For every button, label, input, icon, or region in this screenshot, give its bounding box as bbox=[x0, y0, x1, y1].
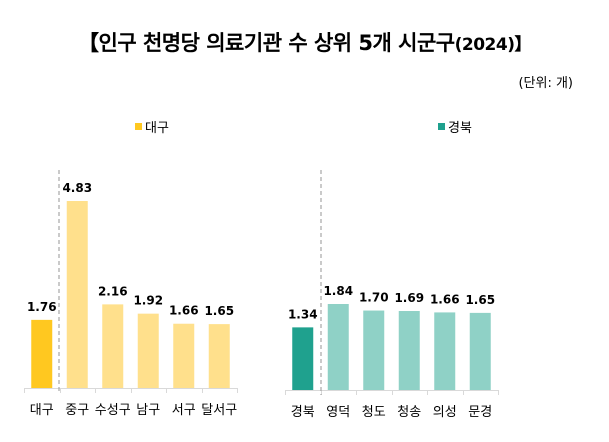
data-label: 1.66 bbox=[169, 304, 199, 318]
category-label: 문경 bbox=[468, 405, 492, 420]
bar-의성 bbox=[434, 312, 456, 390]
category-label: 의성 bbox=[433, 405, 457, 420]
category-label: 청송 bbox=[397, 405, 421, 420]
bar-영덕 bbox=[327, 304, 349, 390]
data-label: 2.16 bbox=[98, 284, 128, 298]
data-label: 1.84 bbox=[323, 284, 353, 298]
data-label: 1.34 bbox=[288, 307, 318, 321]
category-label: 남구 bbox=[136, 403, 160, 418]
data-label: 1.65 bbox=[465, 293, 495, 307]
bar-남구 bbox=[137, 313, 159, 388]
data-label: 1.65 bbox=[204, 304, 234, 318]
title-year: (2024)】 bbox=[454, 35, 532, 55]
legend-label: 경북 bbox=[448, 121, 472, 136]
legend-label: 대구 bbox=[145, 121, 169, 136]
category-label: 경북 bbox=[291, 405, 315, 420]
bar-문경 bbox=[469, 312, 491, 390]
data-label: 1.76 bbox=[27, 300, 57, 314]
category-label: 중구 bbox=[65, 403, 89, 418]
title-main: 【인구 천명당 의료기관 수 상위 5개 시군구 bbox=[78, 31, 455, 55]
category-label: 달서구 bbox=[201, 403, 237, 418]
category-label: 영덕 bbox=[326, 405, 350, 420]
bar-중구 bbox=[66, 201, 88, 388]
category-label: 수성구 bbox=[95, 403, 131, 418]
data-label: 1.70 bbox=[359, 291, 389, 305]
bar-수성구 bbox=[102, 304, 124, 388]
category-label: 청도 bbox=[362, 405, 386, 420]
category-label: 서구 bbox=[172, 403, 196, 418]
bar-대구 bbox=[31, 319, 53, 388]
unit-label: (단위: 개) bbox=[518, 76, 573, 91]
category-label: 대구 bbox=[30, 403, 54, 418]
bar-청도 bbox=[363, 310, 385, 390]
bar-달서구 bbox=[208, 324, 230, 388]
data-label: 1.69 bbox=[394, 291, 424, 305]
legend-swatch bbox=[438, 123, 445, 130]
legend-swatch bbox=[135, 123, 142, 130]
data-label: 4.83 bbox=[62, 181, 92, 195]
data-label: 1.66 bbox=[430, 292, 460, 306]
bar-서구 bbox=[173, 323, 195, 388]
bar-경북 bbox=[292, 327, 314, 390]
data-label: 1.92 bbox=[133, 294, 163, 308]
bar-청송 bbox=[398, 311, 420, 390]
chart-title: 【인구 천명당 의료기관 수 상위 5개 시군구(2024)】 bbox=[0, 27, 609, 57]
